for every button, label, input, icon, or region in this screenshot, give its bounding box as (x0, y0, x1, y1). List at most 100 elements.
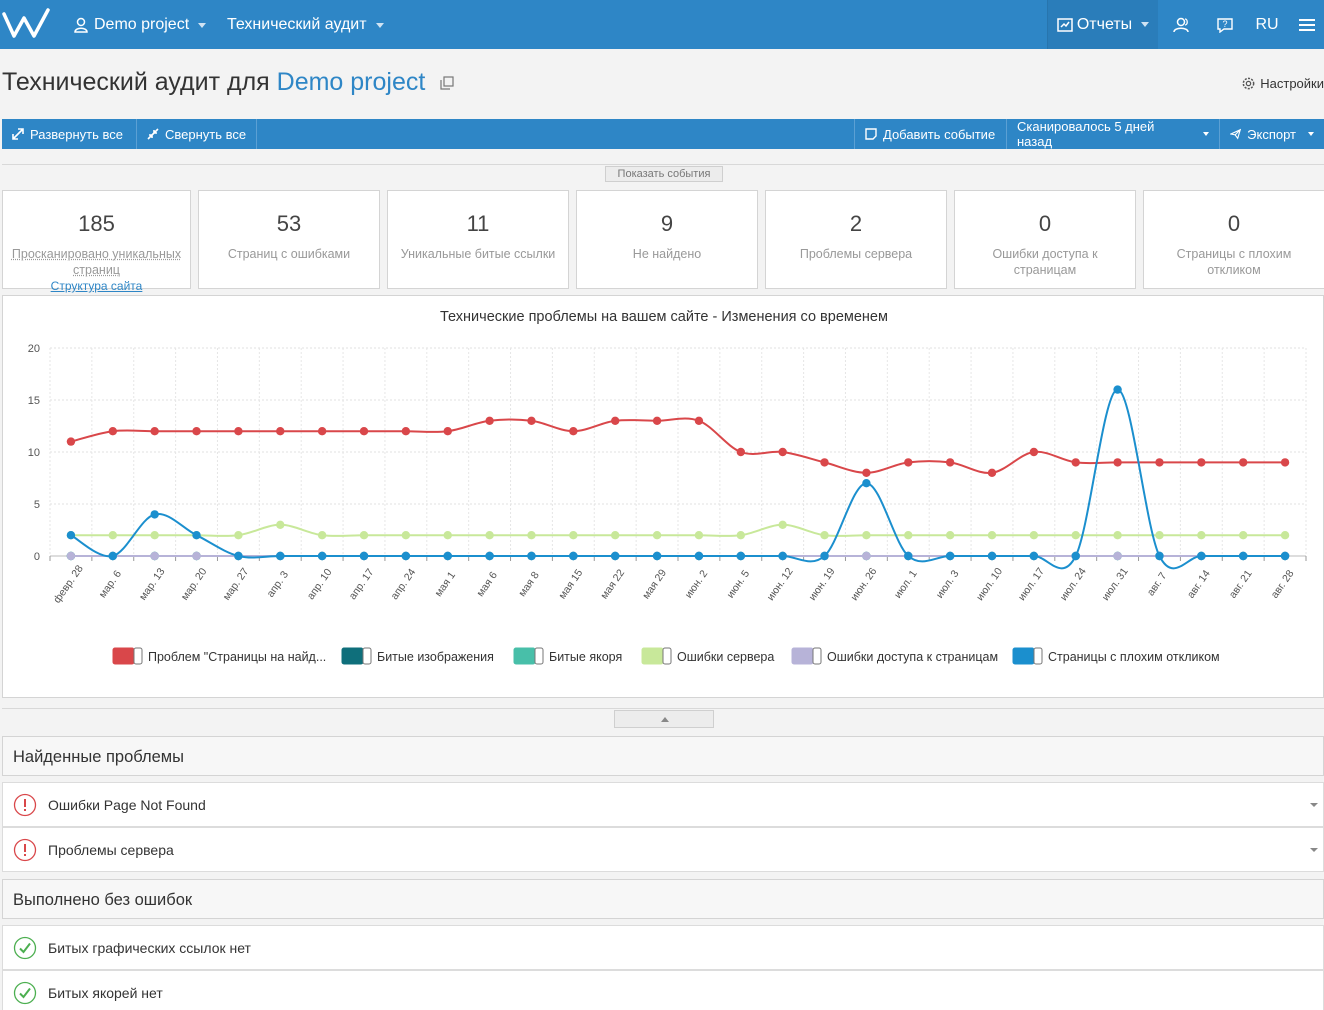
data-point (1280, 458, 1290, 467)
stat-value: 0 (1227, 211, 1241, 236)
data-point (317, 531, 327, 540)
legend-label: Битые изображения (377, 650, 494, 664)
export-dropdown[interactable]: Экспорт (1220, 119, 1324, 149)
data-point (987, 551, 997, 561)
data-point (150, 531, 159, 540)
language-switch[interactable]: RU (1255, 15, 1279, 33)
legend-toggle (534, 647, 544, 665)
note-icon (865, 128, 877, 140)
x-tick-label: мая 6 (474, 569, 500, 599)
data-point (443, 551, 452, 561)
svg-text:?: ? (1222, 19, 1227, 29)
data-point (401, 427, 411, 436)
section-dropdown[interactable]: Технический аудит (227, 0, 384, 49)
y-tick-label: 10 (28, 447, 40, 459)
chevron-up-icon (661, 717, 669, 722)
show-events-button[interactable]: Показать события (605, 166, 723, 182)
menu-button[interactable] (1290, 0, 1324, 49)
help-button[interactable]: ? (1206, 0, 1244, 49)
passed-row-anchors[interactable]: Битых якорей нет (2, 970, 1324, 1010)
problem-row-page-not-found[interactable]: Ошибки Page Not Found (2, 782, 1324, 827)
logo[interactable] (2, 8, 54, 40)
stat-label[interactable]: Просканировано уникальных страниц (11, 247, 182, 277)
legend-swatch (791, 647, 814, 665)
data-point (1239, 458, 1248, 467)
passed-row-images[interactable]: Битых графических ссылок нет (2, 925, 1324, 970)
data-point (736, 447, 745, 457)
data-point (652, 551, 662, 561)
chart-title: Технические проблемы на вашем сайте - Из… (440, 309, 888, 325)
data-point (150, 510, 159, 519)
data-point (276, 427, 285, 436)
data-point (652, 531, 662, 540)
data-point (820, 531, 829, 540)
project-dropdown[interactable]: Demo project (74, 0, 207, 49)
expand-all-button[interactable]: Развернуть все (2, 119, 137, 149)
data-point (904, 458, 913, 467)
data-point (904, 551, 913, 561)
x-tick-label: мая 1 (432, 569, 458, 599)
x-tick-label: июл. 1 (892, 568, 920, 601)
data-point (317, 551, 327, 561)
stat-card-broken-links[interactable]: 11 Уникальные битые ссылки (387, 190, 569, 289)
add-event-button[interactable]: Добавить событие (854, 119, 1007, 149)
stat-value: 0 (1038, 211, 1052, 236)
legend-swatch (1012, 647, 1035, 665)
data-point (736, 531, 745, 540)
data-point (694, 551, 704, 561)
data-point (1029, 447, 1039, 457)
page-title-project[interactable]: Demo project (276, 68, 426, 96)
reports-icon (1057, 17, 1073, 32)
x-tick-label: мая 15 (556, 567, 585, 601)
x-tick-label: мая 22 (598, 567, 627, 601)
settings-link[interactable]: Настройки (1241, 76, 1324, 91)
collapse-chart-button[interactable] (614, 710, 714, 728)
data-point (192, 427, 201, 436)
stat-card-slow-pages[interactable]: 0 Страницы с плохим откликом (1143, 190, 1324, 289)
legend-toggle (1033, 647, 1043, 665)
data-point (987, 468, 997, 477)
toolbar: Развернуть все Свернуть все Добавить соб… (2, 119, 1324, 149)
legend-swatch (112, 647, 135, 665)
team-button[interactable] (1158, 0, 1206, 49)
site-structure-link[interactable]: Структура сайта (50, 279, 143, 293)
reports-dropdown[interactable]: Отчеты (1047, 0, 1158, 49)
chevron-down-icon (375, 23, 384, 28)
legend-label: Ошибки сервера (677, 650, 774, 664)
data-point (1239, 531, 1248, 540)
stat-card-server-problems[interactable]: 2 Проблемы сервера (765, 190, 947, 289)
data-point (820, 551, 829, 561)
scan-label: Сканировалось 5 дней назад (1017, 119, 1155, 149)
copy-icon[interactable] (440, 76, 454, 90)
x-tick-label: апр. 24 (388, 566, 418, 602)
legend-label: Битые якоря (549, 650, 622, 664)
data-point (1197, 531, 1206, 540)
x-tick-label: мая 8 (516, 569, 542, 599)
collapse-all-button[interactable]: Свернуть все (137, 119, 258, 149)
x-tick-label: июн. 5 (724, 568, 752, 601)
data-point (1155, 551, 1164, 561)
page-title: Технический аудит для Demo project (2, 68, 454, 97)
legend-label: Проблем "Страницы на найд... (148, 650, 326, 664)
stat-card-error-pages[interactable]: 53 Страниц с ошибками (198, 190, 380, 289)
x-tick-label: мар. 13 (137, 566, 168, 603)
project-name: Demo project (94, 15, 190, 33)
data-point (108, 531, 118, 540)
collapse-all-label: Свернуть все (165, 126, 247, 142)
chart: 0 5 10 15 20 февр. 28 мар. 6 мар. 13 мар. 20 мар.… (28, 343, 1307, 665)
legend-label: Ошибки доступа к страницам (827, 650, 998, 664)
data-point (527, 531, 536, 540)
data-point (611, 531, 620, 540)
data-point (276, 520, 285, 529)
scan-dropdown[interactable]: Сканировалось 5 дней назад (1007, 119, 1220, 149)
problem-row-server[interactable]: Проблемы сервера (2, 827, 1324, 872)
stat-card-access-errors[interactable]: 0 Ошибки доступа к страницам (954, 190, 1136, 289)
chevron-down-icon (1310, 803, 1318, 807)
send-icon (1230, 128, 1242, 140)
x-tick-label: июн. 19 (807, 566, 838, 603)
x-tick-label: июл. 10 (974, 565, 1005, 602)
stat-card-not-found[interactable]: 9 Не найдено (576, 190, 758, 289)
data-point (1029, 551, 1039, 561)
x-tick-label: мар. 20 (179, 566, 210, 603)
data-point (234, 427, 243, 436)
